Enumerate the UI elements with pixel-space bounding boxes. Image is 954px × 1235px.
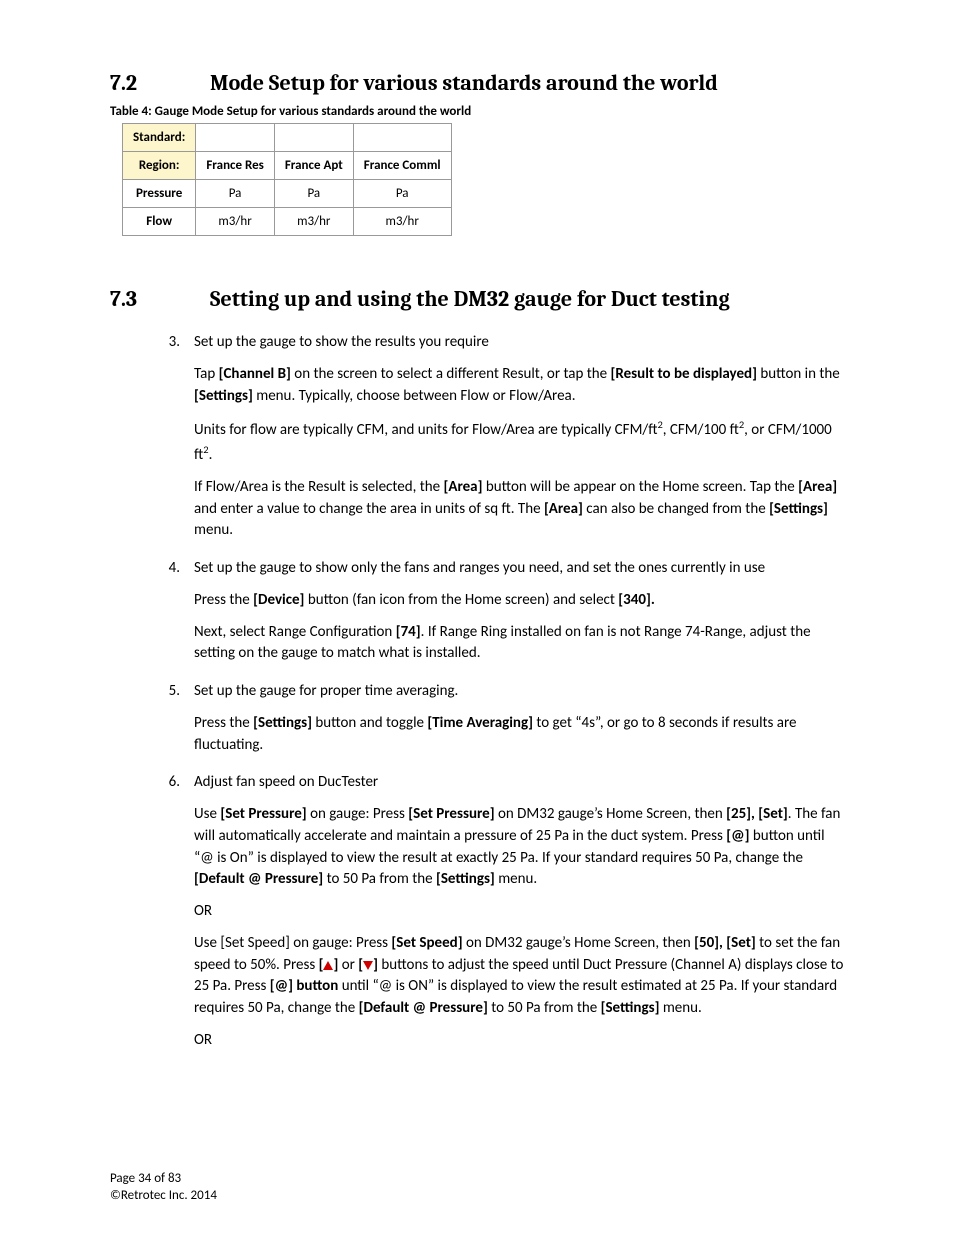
copyright: ©Retrotec Inc. 2014	[110, 1188, 217, 1205]
list-number: 6.	[160, 772, 194, 1051]
table-cell: Pa	[274, 180, 353, 208]
lead-text: Set up the gauge to show the results you…	[194, 333, 489, 351]
table-cell: Pa	[196, 180, 274, 208]
up-arrow-icon	[323, 961, 333, 970]
row-header: Flow	[123, 208, 196, 236]
list-item: 5. Set up the gauge for proper time aver…	[160, 681, 844, 756]
list-body: Set up the gauge for proper time averagi…	[194, 681, 844, 756]
col-header: France Apt	[274, 152, 353, 180]
list-item: 3. Set up the gauge to show the results …	[160, 332, 844, 542]
lead-text: Set up the gauge for proper time averagi…	[194, 682, 458, 700]
row-header: Standard:	[123, 124, 196, 152]
section-title: Mode Setup for various standards around …	[210, 70, 718, 96]
paragraph: Use [Set Speed] on gauge: Press [Set Spe…	[194, 933, 844, 1020]
col-header	[274, 124, 353, 152]
row-header: Region:	[123, 152, 196, 180]
list-number: 3.	[160, 332, 194, 542]
paragraph: Use [Set Pressure] on gauge: Press [Set …	[194, 804, 844, 891]
table-caption: Table 4: Gauge Mode Setup for various st…	[110, 104, 844, 119]
page-footer: Page 34 of 83 ©Retrotec Inc. 2014	[110, 1171, 217, 1205]
col-header	[196, 124, 274, 152]
table-cell: m3/hr	[196, 208, 274, 236]
paragraph: If Flow/Area is the Result is selected, …	[194, 477, 844, 542]
document-page: 7.2 Mode Setup for various standards aro…	[0, 0, 954, 1235]
paragraph: Tap [Channel B] on the screen to select …	[194, 364, 844, 408]
page-number: Page 34 of 83	[110, 1171, 217, 1188]
list-number: 5.	[160, 681, 194, 756]
mode-setup-table: Standard: Region: France Res France Apt …	[122, 123, 452, 236]
paragraph: Units for flow are typically CFM, and un…	[194, 417, 844, 467]
col-header: France Comml	[353, 152, 451, 180]
lead-text: Set up the gauge to show only the fans a…	[194, 559, 765, 577]
list-body: Set up the gauge to show the results you…	[194, 332, 844, 542]
list-body: Adjust fan speed on DucTester Use [Set P…	[194, 772, 844, 1051]
ordered-list: 3. Set up the gauge to show the results …	[160, 332, 844, 1052]
down-arrow-icon	[363, 961, 373, 970]
or-separator: OR	[194, 1030, 844, 1052]
col-header	[353, 124, 451, 152]
paragraph: Next, select Range Configuration [74]. I…	[194, 622, 844, 666]
section-number: 7.2	[110, 70, 210, 96]
section-title: Setting up and using the DM32 gauge for …	[210, 286, 730, 312]
col-header: France Res	[196, 152, 274, 180]
list-item: 6. Adjust fan speed on DucTester Use [Se…	[160, 772, 844, 1051]
list-number: 4.	[160, 558, 194, 665]
heading-7-2: 7.2 Mode Setup for various standards aro…	[110, 70, 844, 96]
table-cell: m3/hr	[353, 208, 451, 236]
section-number: 7.3	[110, 286, 210, 312]
lead-text: Adjust fan speed on DucTester	[194, 773, 378, 791]
row-header: Pressure	[123, 180, 196, 208]
list-item: 4. Set up the gauge to show only the fan…	[160, 558, 844, 665]
or-separator: OR	[194, 901, 844, 923]
table-cell: m3/hr	[274, 208, 353, 236]
paragraph: Press the [Settings] button and toggle […	[194, 713, 844, 757]
list-body: Set up the gauge to show only the fans a…	[194, 558, 844, 665]
heading-7-3: 7.3 Setting up and using the DM32 gauge …	[110, 286, 844, 312]
paragraph: Press the [Device] button (fan icon from…	[194, 590, 844, 612]
table-cell: Pa	[353, 180, 451, 208]
